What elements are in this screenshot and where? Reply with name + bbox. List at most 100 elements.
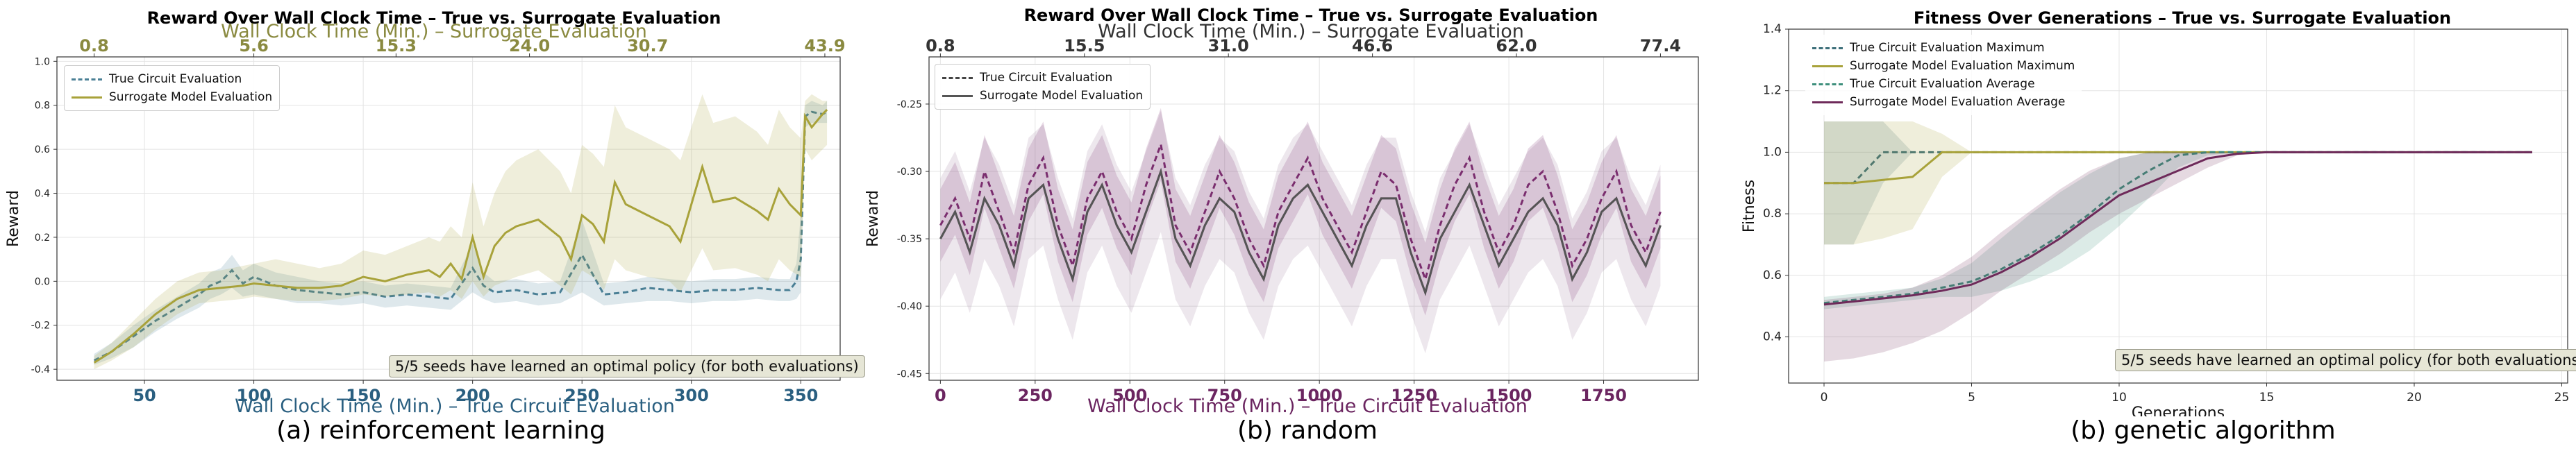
y-tick-label: 1.0: [35, 56, 50, 67]
chart-svg: 0 5 10 15 20 25 0.4 0.6 0.8 1.0 1.2 1.4 Fitness Gener…: [1741, 22, 2570, 416]
y-tick-label: -0.40: [897, 301, 922, 312]
y-tick-label: 0.4: [1763, 330, 1782, 343]
x-tick-label: 150: [346, 386, 380, 405]
series-line: [93, 109, 828, 364]
top-tick-label: 0.8: [79, 36, 109, 56]
top-tick-label: 31.0: [1208, 36, 1249, 56]
x-tick-label: 10: [2111, 391, 2127, 405]
x-tick-label: 1750: [1580, 386, 1627, 405]
x-tick-label: 750: [1207, 386, 1242, 405]
x-tick-label: 1000: [1296, 386, 1343, 405]
legend-label: True Circuit Evaluation: [980, 71, 1113, 85]
top-tick-label: 15.5: [1064, 36, 1105, 56]
series-line: [939, 167, 1662, 296]
series-band: [94, 101, 828, 365]
top-axis-label: Wall Clock Time (Min.) – Surrogate Evalu…: [1098, 21, 1524, 42]
y-tick-label: 1.0: [1763, 145, 1782, 159]
top-tick-label: 43.9: [804, 36, 845, 56]
top-tick-label: 15.3: [376, 36, 417, 56]
y-tick-label: -0.4: [31, 364, 50, 375]
y-tick-label: -0.45: [897, 368, 922, 380]
annotation: 5/5 seeds have learned an optimal policy…: [389, 355, 865, 377]
legend-label: True Circuit Evaluation Average: [1850, 77, 2035, 91]
plot-frame: [1788, 28, 2568, 384]
y-axis-label: Reward: [864, 190, 882, 247]
series-line: [939, 140, 1662, 283]
panel-genetic-algorithm: Fitness Over Generations – True vs. Surr…: [1719, 0, 2576, 467]
x-tick-label: 300: [674, 386, 709, 405]
caption: (b) random: [1237, 416, 1378, 445]
legend: True Circuit Evaluation Maximum Surrogat…: [1805, 35, 2082, 115]
x-tick-label: 5: [1968, 391, 1975, 405]
series-line: [1823, 151, 2532, 306]
legend-label: True Circuit Evaluation Maximum: [1850, 41, 2045, 55]
y-tick-label: 0.6: [35, 144, 50, 155]
y-axis-label: Fitness: [1741, 180, 1758, 232]
legend-label: Surrogate Model Evaluation: [980, 89, 1144, 103]
top-axis-label: Wall Clock Time (Min.) – Surrogate Evalu…: [221, 21, 647, 42]
x-axis-label: Wall Clock Time (Min.) – True Circuit Ev…: [235, 396, 675, 417]
legend-item: True Circuit Evaluation Average: [1812, 75, 2075, 93]
top-tick-label: 0.8: [926, 36, 955, 56]
legend-item: True Circuit Evaluation: [72, 70, 272, 88]
x-tick-label: 1500: [1486, 386, 1532, 405]
chart-svg: 50 100 150 200 250 300 350 -0.4 -0.2 0.0 0.2 0.4 0.6…: [5, 36, 846, 405]
y-axis-label: Reward: [5, 190, 22, 247]
x-tick-label: 350: [783, 386, 818, 405]
top-tick-label: 5.6: [239, 36, 269, 56]
legend-label: Surrogate Model Evaluation: [109, 90, 273, 104]
series-line: [1823, 151, 2532, 305]
chart-svg: 0 250 500 750 1000 1250 1500 1750 -0.45 -0.40 -0.3…: [864, 36, 1699, 405]
chart-title: Reward Over Wall Clock Time – True vs. S…: [1023, 6, 1598, 25]
legend: True Circuit Evaluation Surrogate Model …: [64, 65, 281, 111]
legend-label: Surrogate Model Evaluation Maximum: [1850, 59, 2075, 73]
legend-item: True Circuit Evaluation: [942, 69, 1143, 87]
x-tick-label: 1250: [1391, 386, 1437, 405]
y-tick-label: -0.30: [897, 167, 922, 178]
legend-item: Surrogate Model Evaluation Maximum: [1812, 57, 2075, 75]
x-tick-label: 250: [1018, 386, 1053, 405]
legend-item: Surrogate Model Evaluation Average: [1812, 93, 2075, 111]
x-axis-label: Wall Clock Time (Min.) – True Circuit Ev…: [1087, 396, 1528, 417]
x-tick-label: 200: [455, 386, 490, 405]
caption: (b) genetic algorithm: [2071, 416, 2336, 445]
y-tick-label: 1.4: [1763, 22, 1782, 36]
legend: True Circuit Evaluation Surrogate Model …: [935, 64, 1151, 110]
x-tick-label: 50: [133, 386, 156, 405]
legend-item: Surrogate Model Evaluation: [942, 87, 1143, 105]
top-tick-label: 77.4: [1640, 36, 1681, 56]
x-tick-label: 0: [935, 386, 946, 405]
top-tick-label: 30.7: [627, 36, 668, 56]
series-band: [1824, 121, 2532, 245]
legend-item: Surrogate Model Evaluation: [72, 88, 272, 106]
y-tick-label: 0.0: [35, 276, 50, 287]
chart-title: Reward Over Wall Clock Time – True vs. S…: [147, 8, 721, 28]
series-band: [1824, 121, 2532, 245]
x-tick-label: 25: [2554, 391, 2570, 405]
legend-item: True Circuit Evaluation Maximum: [1812, 39, 2075, 57]
x-tick-label: 15: [2259, 391, 2275, 405]
annotation: 5/5 seeds have learned an optimal policy…: [2115, 349, 2576, 371]
series-band: [1824, 152, 2532, 362]
chart-title: Fitness Over Generations – True vs. Surr…: [1913, 8, 2452, 28]
y-tick-label: 0.6: [1763, 269, 1782, 282]
y-tick-label: 0.2: [35, 232, 50, 244]
y-tick-label: 1.2: [1763, 84, 1782, 98]
plot-frame: [56, 56, 841, 381]
y-tick-label: -0.25: [897, 99, 922, 110]
panel-reinforcement-learning: Reward Over Wall Clock Time – True vs. S…: [0, 0, 865, 467]
series-band: [94, 94, 828, 370]
legend-label: True Circuit Evaluation: [109, 72, 242, 86]
series-line: [93, 110, 828, 362]
caption: (a) reinforcement learning: [276, 416, 605, 445]
top-tick-label: 24.0: [509, 36, 550, 56]
legend-label: Surrogate Model Evaluation Average: [1850, 95, 2066, 109]
y-tick-label: 0.8: [1763, 207, 1782, 221]
top-tick-label: 46.6: [1352, 36, 1393, 56]
x-tick-label: 100: [237, 386, 271, 405]
panel-random: Reward Over Wall Clock Time – True vs. S…: [860, 0, 1714, 467]
x-tick-label: 500: [1112, 386, 1147, 405]
y-tick-label: -0.2: [31, 321, 50, 332]
top-tick-label: 62.0: [1496, 36, 1537, 56]
x-tick-label: 0: [1821, 391, 1828, 405]
